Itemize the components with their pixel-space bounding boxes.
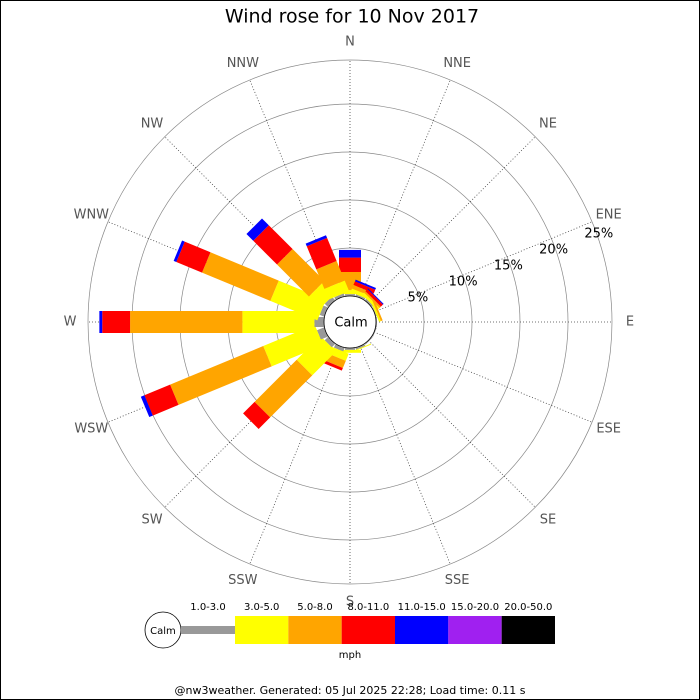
legend-swatch xyxy=(288,616,342,644)
y-tick-label: 10% xyxy=(449,274,478,289)
direction-label: ESE xyxy=(596,422,621,437)
direction-label: W xyxy=(64,315,77,330)
spoke xyxy=(359,345,451,565)
legend-label: 5.0-8.0 xyxy=(297,602,332,613)
legend-label: 3.0-5.0 xyxy=(244,602,279,613)
bar-segment xyxy=(270,280,326,321)
bar-segment xyxy=(242,311,315,333)
bar-segment xyxy=(364,291,381,308)
y-tick-label: 20% xyxy=(539,242,568,257)
bar-segment xyxy=(246,218,269,241)
bar-segment xyxy=(276,248,325,297)
bar-segment xyxy=(324,296,336,308)
legend-label: 15.0-20.0 xyxy=(451,602,499,613)
direction-label: NNE xyxy=(443,56,471,71)
direction-label: NNW xyxy=(227,56,259,71)
bar-segment xyxy=(367,288,384,305)
bar-segment xyxy=(345,348,355,350)
legend-calm-label: Calm xyxy=(150,626,176,637)
bar-segment xyxy=(345,294,355,296)
bar-segment xyxy=(355,344,366,350)
y-tick-label: 5% xyxy=(408,290,429,305)
direction-label: SSW xyxy=(228,573,258,588)
bar-segment xyxy=(144,384,179,416)
bar-segment xyxy=(321,359,343,371)
bar-segment xyxy=(364,336,373,345)
bar-segment xyxy=(170,346,272,405)
direction-label: E xyxy=(626,315,634,330)
bar-segment xyxy=(339,290,361,295)
legend-swatch xyxy=(448,616,502,644)
bar-segment xyxy=(202,252,279,301)
legend-swatch xyxy=(395,616,449,644)
legend-swatch xyxy=(501,616,555,644)
spoke xyxy=(249,345,341,565)
bar-segment xyxy=(364,298,374,308)
bar-segment xyxy=(243,401,271,429)
spoke xyxy=(359,79,451,299)
legend-swatch xyxy=(235,616,289,644)
bar-segment xyxy=(253,225,293,265)
bar-segment xyxy=(365,289,383,307)
bar-segment xyxy=(372,300,383,322)
bar-segment xyxy=(306,237,337,270)
spoke xyxy=(368,340,536,508)
bar-segment xyxy=(370,300,381,322)
spoke xyxy=(373,331,593,423)
direction-label: ENE xyxy=(596,207,622,222)
bar-segment xyxy=(316,260,345,289)
calm-circle xyxy=(323,295,377,349)
chart-title: Wind rose for 10 Nov 2017 xyxy=(225,6,479,28)
bar-segment xyxy=(254,359,313,418)
bar-segment xyxy=(324,336,336,348)
bar-segment xyxy=(339,249,361,258)
bar-segment xyxy=(372,327,377,337)
legend-label: 8.0-11.0 xyxy=(347,602,389,613)
y-tick-label: 25% xyxy=(584,226,613,241)
unit-label: mph xyxy=(339,650,361,661)
direction-label: NE xyxy=(539,117,557,132)
legend-label: 20.0-50.0 xyxy=(504,602,552,613)
bar-segment xyxy=(176,241,211,273)
direction-label: N xyxy=(345,35,355,50)
calm-label: Calm xyxy=(334,316,367,331)
direction-label: SSE xyxy=(445,573,470,588)
bar-segment xyxy=(324,280,350,300)
bar-segment xyxy=(339,257,361,272)
bar-segment xyxy=(173,240,185,262)
bar-segment xyxy=(333,344,345,352)
direction-label: WSW xyxy=(74,422,108,437)
bar-segment xyxy=(99,311,103,333)
spoke xyxy=(373,221,593,313)
bar-segment xyxy=(263,324,324,367)
legend-swatch xyxy=(181,626,235,634)
bar-segment xyxy=(339,349,361,353)
legend-label: 11.0-15.0 xyxy=(398,602,446,613)
bar-segment xyxy=(140,395,153,418)
footer: @nw3weather. Generated: 05 Jul 2025 22:2… xyxy=(175,684,526,697)
bar-segment xyxy=(354,279,376,290)
bar-segment xyxy=(296,336,336,376)
y-tick-label: 15% xyxy=(494,258,523,273)
bar-segment xyxy=(130,311,243,333)
bar-segment xyxy=(334,293,345,300)
direction-label: SW xyxy=(141,512,162,527)
direction-label: S xyxy=(346,595,354,610)
bar-segment xyxy=(372,307,377,317)
direction-label: WNW xyxy=(74,207,110,222)
direction-label: NW xyxy=(141,117,164,132)
legend-label: 1.0-3.0 xyxy=(190,602,225,613)
legend-swatch xyxy=(341,616,395,644)
bar-segment xyxy=(319,305,328,317)
bar-segment xyxy=(102,311,131,333)
bar-segment xyxy=(305,235,328,247)
direction-label: SE xyxy=(540,512,556,527)
bar-segment xyxy=(355,294,366,300)
grid-ring xyxy=(87,59,613,585)
spoke xyxy=(368,136,536,304)
